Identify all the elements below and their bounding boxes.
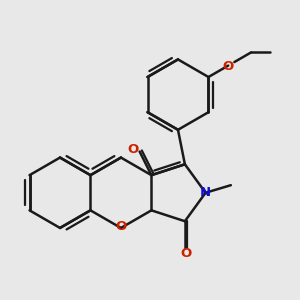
- Text: N: N: [200, 186, 211, 199]
- Text: O: O: [115, 220, 127, 233]
- Text: O: O: [128, 143, 139, 156]
- Text: O: O: [180, 248, 192, 260]
- Text: O: O: [222, 60, 233, 73]
